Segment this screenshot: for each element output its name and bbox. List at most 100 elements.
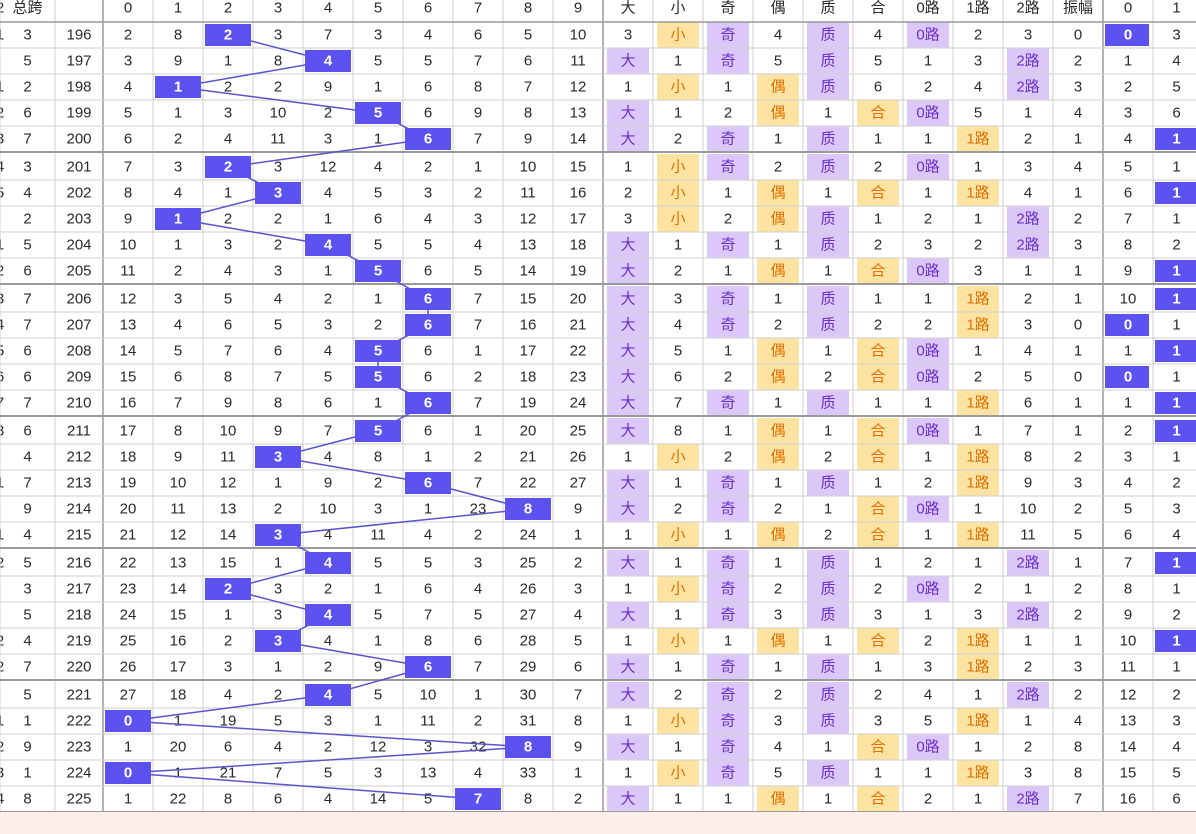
amplitude-cell: 0 <box>1074 317 1082 334</box>
digit-miss-cell: 15 <box>120 369 137 386</box>
issue-cell: 201 <box>66 159 91 176</box>
digit-miss-cell: 7 <box>224 343 232 360</box>
digit-hit-label: 5 <box>374 369 382 386</box>
small-miss: 1 <box>674 53 682 70</box>
small-miss: 1 <box>674 659 682 676</box>
prime-label: 质 <box>820 211 835 228</box>
amplitude-cell: 1 <box>1074 395 1082 412</box>
digit-hit-label: 2 <box>224 581 232 598</box>
digit-miss-cell: 9 <box>274 423 282 440</box>
odd-label: 奇 <box>720 395 735 412</box>
span-cell: 4 <box>23 527 31 544</box>
digit-miss-cell: 1 <box>374 291 382 308</box>
small-miss: 1 <box>674 791 682 808</box>
digit-miss-cell: 24 <box>570 395 587 412</box>
prime-cell <box>807 550 849 576</box>
digit-miss-cell: 1 <box>574 765 582 782</box>
digit-hit-box <box>505 498 551 520</box>
span-cell: 5 <box>23 555 31 572</box>
digit-miss-cell: 11 <box>270 131 286 148</box>
digit-miss-cell: 3 <box>474 211 482 228</box>
route-hit-label: 0路 <box>916 263 939 280</box>
route-miss-cell: 1 <box>924 185 932 202</box>
route-miss-cell: 1 <box>974 501 982 518</box>
odd-label: 奇 <box>720 739 735 756</box>
digit-miss-cell: 19 <box>570 263 587 280</box>
digit-miss-cell: 6 <box>224 317 232 334</box>
route-miss-cell: 2 <box>1024 291 1032 308</box>
route-miss-cell: 2 <box>924 633 932 650</box>
big-label: 大 <box>620 131 635 148</box>
header-cell-10: 8 <box>524 0 532 17</box>
route-miss-cell: 3 <box>924 237 932 254</box>
composite-miss: 4 <box>874 27 882 44</box>
digit-miss-cell: 20 <box>120 501 137 518</box>
amp-hit-cell <box>1105 314 1149 336</box>
digit-miss-cell: 1 <box>274 475 282 492</box>
amp-miss-cell: 4 <box>1172 53 1180 70</box>
amp-hit-cell <box>1155 288 1196 310</box>
amp-miss-cell: 2 <box>0 739 4 756</box>
even-label: 偶 <box>770 423 785 440</box>
issue-cell: 215 <box>66 527 91 544</box>
span-cell: 7 <box>23 659 31 676</box>
odd-cell <box>707 232 749 258</box>
digit-miss-cell: 6 <box>124 131 132 148</box>
small-label: 小 <box>670 159 685 176</box>
digit-miss-cell: 3 <box>324 713 332 730</box>
odd-label: 奇 <box>720 765 735 782</box>
big-label: 大 <box>620 395 635 412</box>
digit-miss-cell: 12 <box>220 475 237 492</box>
odd-miss: 1 <box>724 423 732 440</box>
big-label: 大 <box>620 263 635 280</box>
amp-miss-cell: 1 <box>1172 449 1180 466</box>
digit-miss-cell: 23 <box>570 369 587 386</box>
prime-label: 质 <box>820 237 835 254</box>
digit-miss-cell: 9 <box>124 211 132 228</box>
amp-miss-cell: 1 <box>1172 581 1180 598</box>
small-cell <box>657 708 699 734</box>
route-hit-cell <box>1007 550 1049 576</box>
prime-label: 质 <box>820 581 835 598</box>
composite-miss: 3 <box>874 713 882 730</box>
small-miss: 7 <box>674 395 682 412</box>
small-label: 小 <box>670 527 685 544</box>
odd-miss: 2 <box>724 449 732 466</box>
digit-miss-cell: 12 <box>120 291 137 308</box>
small-label: 小 <box>670 449 685 466</box>
composite-label: 合 <box>870 105 885 122</box>
amp-miss-cell: 5 <box>0 343 4 360</box>
digit-miss-cell: 4 <box>124 79 132 96</box>
amp-miss-cell: 6 <box>1172 791 1180 808</box>
digit-miss-cell: 2 <box>424 159 432 176</box>
even-cell <box>757 418 799 444</box>
digit-miss-cell: 2 <box>474 369 482 386</box>
digit-hit-box <box>355 260 401 282</box>
digit-miss-cell: 3 <box>324 317 332 334</box>
amp-miss-cell: 7 <box>0 395 4 412</box>
prime-cell <box>807 602 849 628</box>
big-miss: 1 <box>624 79 632 96</box>
big-cell <box>607 48 649 74</box>
digit-miss-cell: 3 <box>174 159 182 176</box>
digit-miss-cell: 9 <box>174 53 182 70</box>
route-miss-cell: 3 <box>974 263 982 280</box>
big-cell <box>607 390 649 416</box>
route-hit-cell <box>907 338 949 364</box>
composite-cell <box>857 418 899 444</box>
route-hit-cell <box>907 154 949 180</box>
digit-miss-cell: 22 <box>170 791 187 808</box>
odd-miss: 1 <box>724 263 732 280</box>
composite-label: 合 <box>870 527 885 544</box>
digit-miss-cell: 2 <box>274 211 282 228</box>
digit-miss-cell: 4 <box>324 791 332 808</box>
digit-miss-cell: 5 <box>374 185 382 202</box>
big-miss: 3 <box>624 27 632 44</box>
digit-miss-cell: 26 <box>520 581 537 598</box>
digit-miss-cell: 1 <box>174 713 182 730</box>
route-hit-label: 2路 <box>1016 53 1039 70</box>
digit-miss-cell: 4 <box>424 527 432 544</box>
amplitude-cell: 1 <box>1074 131 1082 148</box>
route-miss-cell: 3 <box>974 607 982 624</box>
